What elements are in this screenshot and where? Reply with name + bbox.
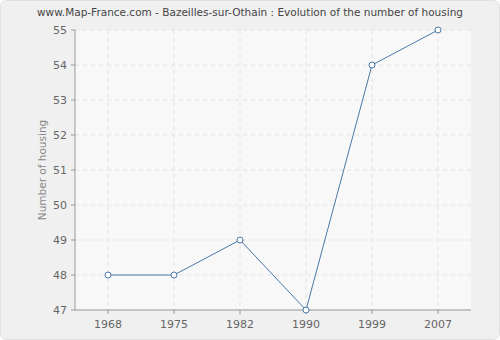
plot-area: [75, 30, 471, 310]
chart-container: 47 48 49 50 51 52 53 54 55 1968 1975 1982 1990 1999 20…: [0, 0, 500, 340]
y-tick: [71, 310, 75, 311]
x-axis: [75, 310, 471, 311]
grid-line: [75, 65, 471, 66]
grid-line: [240, 30, 241, 310]
background: [1, 1, 500, 340]
x-tick-label: 2007: [424, 318, 452, 331]
grid-line: [306, 30, 307, 310]
marker: [369, 62, 375, 68]
marker: [105, 272, 111, 278]
y-tick-label: 47: [53, 304, 67, 317]
y-tick-label: 50: [53, 199, 67, 212]
y-tick-label: 54: [53, 59, 67, 72]
x-tick-label: 1982: [226, 318, 254, 331]
grid-line: [75, 170, 471, 171]
x-tick: [108, 310, 109, 314]
y-tick: [71, 100, 75, 101]
marker: [237, 237, 243, 243]
grid-line: [75, 100, 471, 101]
y-tick-label: 53: [53, 94, 67, 107]
chart-svg: 47 48 49 50 51 52 53 54 55 1968 1975 1982 1990 1999 20…: [0, 0, 500, 340]
marker: [171, 272, 177, 278]
x-tick-label: 1968: [94, 318, 122, 331]
y-tick: [71, 65, 75, 66]
grid-line: [75, 30, 471, 31]
grid-line: [75, 205, 471, 206]
marker: [435, 27, 441, 33]
x-tick: [174, 310, 175, 314]
y-tick: [71, 30, 75, 31]
data-group: [105, 27, 441, 313]
y-tick-label: 52: [53, 129, 67, 142]
y-axis: [75, 30, 76, 310]
y-tick-label: 49: [53, 234, 67, 247]
grid-line: [438, 30, 439, 310]
grid-line: [75, 135, 471, 136]
y-tick: [71, 205, 75, 206]
y-tick-label: 55: [53, 24, 67, 37]
grid-line: [174, 30, 175, 310]
grid-line: [75, 310, 471, 311]
y-tick: [71, 275, 75, 276]
y-tick-label: 51: [53, 164, 67, 177]
title: www.Map-France.com - Bazeilles-sur-Othai…: [37, 6, 463, 18]
x-tick-label: 1975: [160, 318, 188, 331]
y-tick-label: 48: [53, 269, 67, 282]
x-tick: [372, 310, 373, 314]
x-tick: [240, 310, 241, 314]
line: [108, 30, 438, 310]
y-tick: [71, 135, 75, 136]
grid-line: [75, 240, 471, 241]
x-tick-label: 1990: [292, 318, 320, 331]
y-tick: [71, 240, 75, 241]
y-tick: [71, 170, 75, 171]
grid-line: [372, 30, 373, 310]
grid-line: [108, 30, 109, 310]
x-tick-label: 1999: [358, 318, 386, 331]
marker: [303, 307, 309, 313]
y-axis-label: Number of housing: [36, 120, 48, 220]
x-tick: [438, 310, 439, 314]
